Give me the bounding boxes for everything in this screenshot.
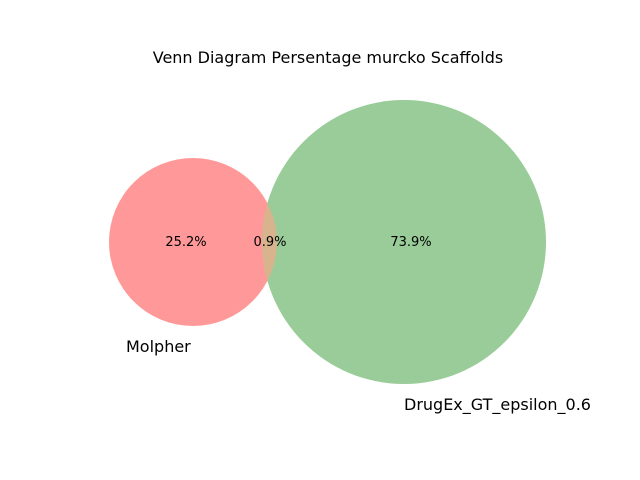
set-label-drugex: DrugEx_GT_epsilon_0.6 <box>404 395 591 415</box>
region-molpher-only-label: 25.2% <box>165 235 206 250</box>
diagram-title: Venn Diagram Persentage murcko Scaffolds <box>153 48 504 67</box>
venn-circle-molpher <box>109 158 277 326</box>
venn-circle-drugex <box>262 100 546 384</box>
region-drugex-only-label: 73.9% <box>390 235 431 250</box>
region-intersection-label: 0.9% <box>253 235 286 250</box>
set-label-molpher: Molpher <box>126 337 191 356</box>
